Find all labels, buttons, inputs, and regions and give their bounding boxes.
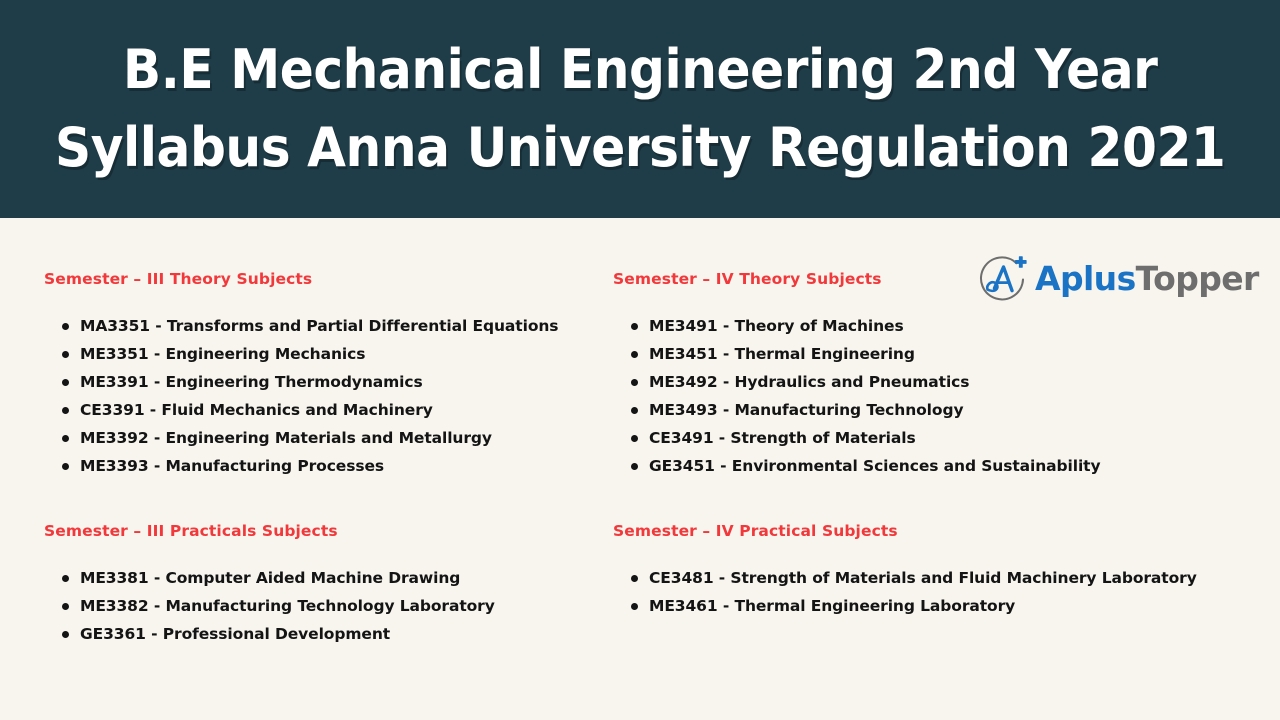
logo-word-aplus: Aplus	[1035, 259, 1136, 298]
semester-3-practical-heading: Semester – III Practicals Subjects	[44, 522, 338, 540]
semester-4-practical-list-wrap: CE3481 - Strength of Materials and Fluid…	[613, 564, 1197, 620]
list-item: ME3492 - Hydraulics and Pneumatics	[613, 368, 1101, 396]
page-title-line-1: B.E Mechanical Engineering 2nd Year	[122, 38, 1158, 101]
list-item: GE3451 - Environmental Sciences and Sust…	[613, 452, 1101, 480]
logo-wordmark: AplusTopper	[1035, 257, 1259, 301]
list-item: ME3491 - Theory of Machines	[613, 312, 1101, 340]
semester-3-theory-heading-wrap: Semester – III Theory Subjects	[44, 270, 312, 288]
list-item: ME3381 - Computer Aided Machine Drawing	[44, 564, 495, 592]
semester-3-theory-list: MA3351 - Transforms and Partial Differen…	[44, 312, 559, 480]
aplus-circle-icon	[973, 254, 1031, 308]
header-banner: B.E Mechanical Engineering 2nd Year Syll…	[0, 0, 1280, 218]
semester-4-theory-heading: Semester – IV Theory Subjects	[613, 270, 882, 288]
list-item: ME3493 - Manufacturing Technology	[613, 396, 1101, 424]
aplustopper-logo: AplusTopper	[973, 254, 1259, 308]
semester-3-practical-heading-wrap: Semester – III Practicals Subjects	[44, 522, 338, 540]
list-item: CE3391 - Fluid Mechanics and Machinery	[44, 396, 558, 424]
list-item: ME3382 - Manufacturing Technology Labora…	[44, 592, 495, 620]
semester-4-practical-heading-wrap: Semester – IV Practical Subjects	[613, 522, 898, 540]
list-item: MA3351 - Transforms and Partial Differen…	[44, 312, 559, 340]
semester-3-practical-list: ME3381 - Computer Aided Machine Drawing …	[44, 564, 495, 648]
semester-3-theory-heading: Semester – III Theory Subjects	[44, 270, 313, 288]
list-item: ME3461 - Thermal Engineering Laboratory	[613, 592, 1197, 620]
logo-word-topper: Topper	[1135, 259, 1260, 298]
list-item: ME3392 - Engineering Materials and Metal…	[44, 424, 558, 452]
semester-4-practical-heading: Semester – IV Practical Subjects	[613, 522, 898, 540]
list-item: GE3361 - Professional Development	[44, 620, 495, 648]
semester-3-practical-list-wrap: ME3381 - Computer Aided Machine Drawing …	[44, 564, 495, 648]
semester-4-theory-heading-wrap: Semester – IV Theory Subjects	[613, 270, 882, 288]
semester-4-practical-list: CE3481 - Strength of Materials and Fluid…	[613, 564, 1197, 620]
content-area: Semester – III Theory Subjects MA3351 - …	[0, 218, 1280, 720]
list-item: CE3481 - Strength of Materials and Fluid…	[613, 564, 1197, 592]
semester-4-theory-list-wrap: ME3491 - Theory of Machines ME3451 - The…	[613, 312, 1101, 480]
list-item: ME3393 - Manufacturing Processes	[44, 452, 558, 480]
semester-4-theory-list: ME3491 - Theory of Machines ME3451 - The…	[613, 312, 1101, 480]
list-item: ME3391 - Engineering Thermodynamics	[44, 368, 558, 396]
page-title-line-2: Syllabus Anna University Regulation 2021	[54, 116, 1226, 179]
list-item: ME3351 - Engineering Mechanics	[44, 340, 558, 368]
list-item: ME3451 - Thermal Engineering	[613, 340, 1101, 368]
list-item: CE3491 - Strength of Materials	[613, 424, 1101, 452]
semester-3-theory-list-wrap: MA3351 - Transforms and Partial Differen…	[44, 312, 559, 480]
